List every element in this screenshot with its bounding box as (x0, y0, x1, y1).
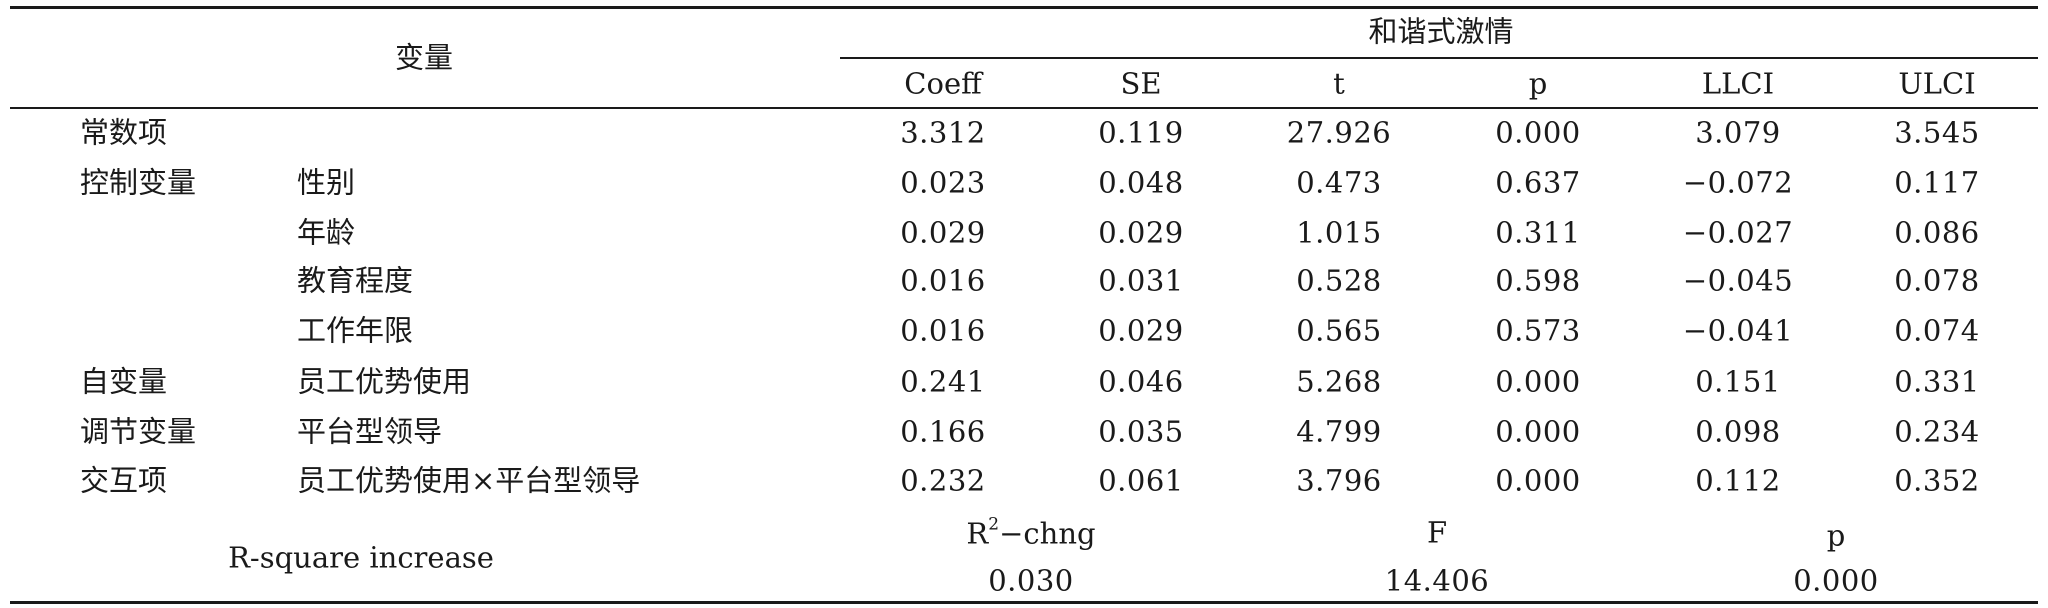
row-variable: 性别 (297, 165, 356, 200)
bottom-rule (10, 601, 2038, 604)
cell-se: 0.046 (1098, 364, 1184, 399)
r2-chng-superscript: 2 (988, 514, 1000, 535)
cell-coeff: 0.023 (900, 165, 986, 200)
cell-ulci: 0.078 (1894, 263, 1980, 298)
header-group-title: 和谐式激情 (1368, 14, 1514, 49)
r-square-increase-label: R-square increase (228, 540, 494, 575)
p-header: p (1826, 518, 1846, 553)
cell-se: 0.029 (1098, 313, 1184, 348)
cell-coeff: 0.016 (900, 313, 986, 348)
cell-coeff: 0.016 (900, 263, 986, 298)
cell-t: 0.565 (1296, 313, 1382, 348)
p-value: 0.000 (1793, 563, 1879, 598)
row-variable: 平台型领导 (297, 414, 443, 449)
row-category: 常数项 (80, 115, 168, 150)
r2-chng-header: R2−chng (966, 516, 1096, 551)
col-header-llci: LLCI (1701, 66, 1775, 101)
cell-p: 0.637 (1495, 165, 1581, 200)
cell-p: 0.598 (1495, 263, 1581, 298)
cell-se: 0.061 (1098, 463, 1184, 498)
col-header-coeff: Coeff (904, 66, 982, 101)
row-variable: 工作年限 (297, 313, 414, 348)
cell-coeff: 0.241 (900, 364, 986, 399)
row-category: 交互项 (80, 463, 168, 498)
cell-llci: 0.112 (1695, 463, 1781, 498)
top-rule (10, 6, 2038, 9)
cell-t: 0.473 (1296, 165, 1382, 200)
cell-t: 3.796 (1296, 463, 1382, 498)
cell-se: 0.119 (1098, 115, 1184, 150)
row-variable: 年龄 (297, 215, 356, 250)
cell-p: 0.000 (1495, 414, 1581, 449)
cell-ulci: 0.352 (1894, 463, 1980, 498)
cell-t: 27.926 (1286, 115, 1392, 150)
header-bottom-rule (10, 107, 2038, 109)
cell-ulci: 0.086 (1894, 215, 1980, 250)
cell-t: 5.268 (1296, 364, 1382, 399)
cell-ulci: 0.074 (1894, 313, 1980, 348)
cell-se: 0.035 (1098, 414, 1184, 449)
col-header-t: t (1333, 66, 1345, 101)
cell-llci: 0.098 (1695, 414, 1781, 449)
col-header-se: SE (1120, 66, 1162, 101)
cell-p: 0.000 (1495, 115, 1581, 150)
cell-ulci: 0.331 (1894, 364, 1980, 399)
cell-llci: −0.027 (1682, 215, 1794, 250)
cell-se: 0.031 (1098, 263, 1184, 298)
cell-coeff: 0.166 (900, 414, 986, 449)
header-variable: 变量 (394, 40, 454, 75)
cell-t: 1.015 (1296, 215, 1382, 250)
row-variable: 员工优势使用×平台型领导 (297, 463, 641, 498)
cell-p: 0.000 (1495, 463, 1581, 498)
f-value: 14.406 (1384, 563, 1490, 598)
cell-t: 4.799 (1296, 414, 1382, 449)
cell-llci: 3.079 (1695, 115, 1781, 150)
cell-t: 0.528 (1296, 263, 1382, 298)
row-category: 自变量 (80, 364, 168, 399)
cell-p: 0.573 (1495, 313, 1581, 348)
cell-llci: 0.151 (1695, 364, 1781, 399)
cell-llci: −0.045 (1682, 263, 1794, 298)
row-category: 调节变量 (80, 414, 197, 449)
cell-coeff: 3.312 (900, 115, 986, 150)
cell-p: 0.000 (1495, 364, 1581, 399)
cell-llci: −0.072 (1682, 165, 1794, 200)
r2-chng-value: 0.030 (988, 563, 1074, 598)
r2-chng-suffix: −chng (999, 516, 1096, 551)
row-variable: 员工优势使用 (297, 364, 472, 399)
cell-ulci: 0.117 (1894, 165, 1980, 200)
cell-coeff: 0.029 (900, 215, 986, 250)
cell-ulci: 3.545 (1894, 115, 1980, 150)
r2-chng-prefix: R (966, 516, 989, 551)
group-underline (840, 57, 2038, 59)
cell-se: 0.029 (1098, 215, 1184, 250)
cell-coeff: 0.232 (900, 463, 986, 498)
cell-llci: −0.041 (1682, 313, 1794, 348)
col-header-ulci: ULCI (1898, 66, 1976, 101)
f-header: F (1426, 515, 1448, 550)
col-header-p: p (1528, 66, 1548, 101)
row-variable: 教育程度 (297, 263, 414, 298)
cell-se: 0.048 (1098, 165, 1184, 200)
cell-ulci: 0.234 (1894, 414, 1980, 449)
row-category: 控制变量 (80, 165, 197, 200)
cell-p: 0.311 (1495, 215, 1581, 250)
